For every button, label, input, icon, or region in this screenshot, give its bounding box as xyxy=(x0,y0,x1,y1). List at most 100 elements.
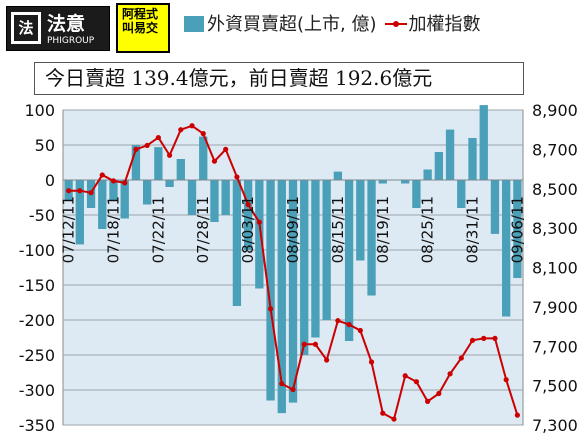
index-point xyxy=(357,327,363,334)
bar xyxy=(98,180,107,229)
legend-line-icon xyxy=(384,16,407,32)
index-point xyxy=(402,373,408,379)
index-point xyxy=(279,381,285,387)
index-point xyxy=(425,398,431,404)
bar xyxy=(333,171,343,180)
index-point xyxy=(211,158,218,164)
bar xyxy=(322,180,331,320)
bar xyxy=(344,180,354,341)
index-point xyxy=(312,341,319,347)
left-axis-tick-label: 0 xyxy=(45,171,55,190)
bar xyxy=(423,169,432,180)
index-point xyxy=(436,390,442,397)
index-point xyxy=(301,341,307,347)
index-point xyxy=(324,357,330,363)
bar xyxy=(176,159,185,180)
bar-series xyxy=(64,105,522,414)
bar xyxy=(300,180,309,355)
index-point xyxy=(66,188,72,194)
bar xyxy=(412,180,421,208)
index-point xyxy=(256,219,262,225)
index-point xyxy=(144,142,150,149)
index-point xyxy=(200,131,206,137)
index-point xyxy=(368,359,375,365)
index-point xyxy=(469,337,476,343)
index-point xyxy=(133,146,139,152)
right-axis-tick-label: 8,700 xyxy=(532,140,578,159)
bar xyxy=(311,180,320,338)
bar xyxy=(457,180,466,208)
left-axis-ticks: 100 50 0 -50 -100 -150 -200 -250 -300 -350 xyxy=(19,101,55,435)
logo-sub-text: PHIGROUP xyxy=(47,36,95,46)
index-point xyxy=(267,306,274,312)
logo2-text: 阿程式叫易交 xyxy=(122,7,159,35)
index-point xyxy=(99,172,105,178)
right-axis-tick-label: 8,300 xyxy=(532,219,578,238)
index-point xyxy=(155,134,161,141)
bar xyxy=(243,180,253,250)
right-axis-tick-label: 8,900 xyxy=(532,101,578,120)
bar xyxy=(75,180,84,245)
index-point xyxy=(413,379,420,385)
index-point xyxy=(492,335,498,341)
index-point xyxy=(346,321,352,328)
index-point xyxy=(503,377,509,383)
x-tick-label: 08/03/11 xyxy=(239,196,257,263)
bar xyxy=(221,180,230,215)
bar xyxy=(232,180,242,306)
index-point xyxy=(458,355,464,361)
bar xyxy=(165,180,174,187)
right-axis-tick-label: 8,500 xyxy=(532,180,578,199)
bar xyxy=(120,180,129,219)
index-line-series xyxy=(66,123,520,422)
bar xyxy=(356,180,365,261)
index-point xyxy=(234,174,240,180)
bar xyxy=(142,180,152,205)
bar xyxy=(154,147,163,180)
bar xyxy=(401,180,410,184)
bar xyxy=(255,180,264,289)
phigroup-logo: 法 法意 PHIGROUP xyxy=(6,6,110,51)
logo-box-mark: 法 xyxy=(11,12,41,44)
left-axis-tick-label: 100 xyxy=(24,101,55,120)
x-tick-label: 08/31/11 xyxy=(464,196,482,263)
index-point xyxy=(189,123,195,129)
index-point xyxy=(77,188,83,194)
index-point xyxy=(178,127,184,133)
right-axis-tick-label: 7,300 xyxy=(532,416,578,435)
right-axis-tick-label: 8,100 xyxy=(532,259,578,278)
bar xyxy=(131,145,141,180)
x-axis-tick-labels: 07/12/11 07/18/11 07/22/11 07/28/11 08/03/11… xyxy=(60,196,527,263)
legend-line-label: 加權指數 xyxy=(408,14,481,35)
left-axis-tick-label: 50 xyxy=(35,136,55,155)
x-tick-label: 07/28/11 xyxy=(194,196,212,263)
index-point xyxy=(110,178,117,184)
right-axis-tick-label: 7,500 xyxy=(532,377,578,396)
right-axis-ticks: 8,900 8,700 8,500 8,300 8,100 7,900 7,700 7,500… xyxy=(532,101,578,435)
bar xyxy=(378,180,387,184)
bar xyxy=(109,180,118,201)
left-axis-tick-label: -150 xyxy=(19,276,55,295)
bar xyxy=(187,180,197,215)
index-point xyxy=(88,190,94,196)
left-axis-tick-label: -350 xyxy=(19,416,55,435)
x-tick-label: 08/25/11 xyxy=(419,196,437,263)
legend-bar-label: 外資買賣超(上市, 億) xyxy=(207,14,377,35)
index-point xyxy=(514,412,520,418)
left-axis-tick-label: -250 xyxy=(19,346,55,365)
bar xyxy=(468,138,477,180)
legend-bar-swatch xyxy=(184,16,204,32)
bar xyxy=(210,180,219,222)
legend: 外資買賣超(上市, 億) 加權指數 xyxy=(184,10,481,40)
index-point xyxy=(122,180,128,186)
index-point xyxy=(290,386,296,393)
index-point xyxy=(481,335,487,341)
x-tick-label: 08/15/11 xyxy=(329,196,347,263)
bar xyxy=(513,180,522,278)
left-axis-tick-label: -300 xyxy=(19,381,55,400)
logo-main-text: 法意 xyxy=(47,13,86,35)
x-tick-label: 07/18/11 xyxy=(104,196,122,263)
bar xyxy=(490,180,500,234)
index-point xyxy=(447,371,453,377)
